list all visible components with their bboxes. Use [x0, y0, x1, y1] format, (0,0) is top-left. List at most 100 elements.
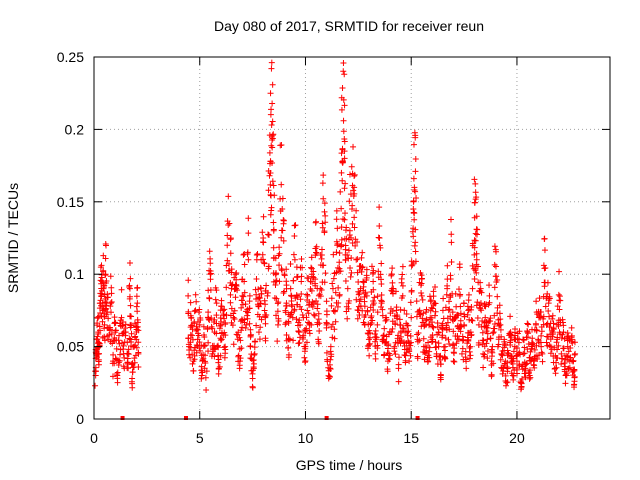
data-point-cloud [109, 373, 116, 380]
data-point-cloud [504, 379, 511, 386]
data-point-cloud [391, 345, 398, 352]
data-point-cloud [288, 297, 295, 304]
data-point-cloud [494, 293, 501, 300]
data-point-cloud [290, 277, 297, 284]
data-point-cloud [256, 336, 263, 343]
data-point-cloud [401, 307, 408, 314]
data-point-cloud [408, 287, 415, 294]
data-point [448, 239, 455, 246]
data-point-cloud [187, 299, 194, 306]
data-point-cloud [315, 310, 322, 317]
data-point-cloud [236, 362, 243, 369]
data-point-cloud [354, 315, 361, 322]
data-point-cloud [331, 326, 338, 333]
data-point-cloud [414, 338, 421, 345]
data-point [353, 256, 360, 263]
data-point-cloud [278, 181, 285, 188]
x-tick-label: 20 [509, 430, 525, 446]
data-point-cloud [570, 358, 577, 365]
data-point-cloud [259, 229, 266, 236]
data-point-cloud [285, 335, 292, 342]
data-point-cloud [265, 231, 272, 238]
data-point-cloud [374, 309, 381, 316]
data-point-cloud [320, 195, 327, 202]
data-point-cloud [489, 330, 496, 337]
data-point-cloud [394, 315, 401, 322]
data-point-cloud [189, 332, 196, 339]
data-point-cloud [103, 242, 110, 249]
data-point-cloud [191, 352, 198, 359]
data-point-cloud [473, 250, 480, 257]
data-point [499, 365, 506, 372]
data-point-cloud [437, 371, 444, 378]
data-point-cloud [101, 333, 108, 340]
data-point-cloud [532, 320, 539, 327]
data-point-cloud [518, 383, 525, 390]
data-point-cloud [254, 251, 261, 258]
data-point [213, 300, 220, 307]
data-point-cloud [502, 382, 509, 389]
data-point-cloud [399, 325, 406, 332]
data-point-cloud [322, 219, 329, 226]
data-point-cloud [380, 332, 387, 339]
data-point-cloud [213, 320, 220, 327]
data-point-cloud [282, 321, 289, 328]
data-point-cloud [249, 384, 256, 391]
data-point-cloud [108, 330, 115, 337]
data-point-cloud [234, 287, 241, 294]
data-point-cloud [457, 310, 464, 317]
data-point-cloud [280, 220, 287, 227]
data-point-cloud [351, 214, 358, 221]
data-point-cloud [554, 346, 561, 353]
data-point-cloud [377, 271, 384, 278]
data-point-cloud [397, 306, 404, 313]
data-point-cloud [308, 264, 315, 271]
data-point-cloud [330, 275, 337, 282]
data-point-cloud [383, 316, 390, 323]
data-point-cloud [498, 351, 505, 358]
data-point-cloud [253, 322, 260, 329]
data-point-cloud [423, 306, 430, 313]
data-point-cloud [412, 156, 419, 163]
data-point-cloud [524, 320, 531, 327]
data-point-cloud [224, 218, 231, 225]
data-point-cloud [432, 344, 439, 351]
data-point-cloud [497, 326, 504, 333]
data-point-cloud [366, 334, 373, 341]
data-point-cloud [429, 305, 436, 312]
data-point-cloud [375, 234, 382, 241]
data-point-cloud [569, 340, 576, 347]
data-point-cloud [540, 262, 547, 269]
data-point-cloud [517, 379, 524, 386]
data-point-cloud [348, 269, 355, 276]
data-point-cloud [239, 292, 246, 299]
data-point-cloud [193, 298, 200, 305]
data-point-cloud [508, 334, 515, 341]
data-point-cloud [413, 195, 420, 202]
data-point-cloud [309, 278, 316, 285]
data-point-cloud [135, 339, 142, 346]
data-point-cloud [553, 339, 560, 346]
data-point-cloud [246, 305, 253, 312]
data-point [338, 169, 345, 176]
data-point-cloud [227, 299, 234, 306]
data-point-cloud [410, 175, 417, 182]
data-point-cloud [102, 279, 109, 286]
data-point-cloud [193, 349, 200, 356]
axis-ticks [93, 56, 610, 420]
data-point-cloud [425, 352, 432, 359]
data-point-cloud [531, 346, 538, 353]
y-tick-label: 0 [76, 411, 84, 427]
data-point-cloud [389, 290, 396, 297]
data-point-cloud [348, 254, 355, 261]
data-point-cloud [357, 296, 364, 303]
data-point-cloud [442, 355, 449, 362]
data-point-cloud [443, 322, 450, 329]
data-point-cloud [507, 331, 514, 338]
data-point [572, 350, 579, 357]
data-point-cloud [562, 380, 569, 387]
data-point-cloud [556, 306, 563, 313]
data-point-cloud [131, 355, 138, 362]
data-point-cloud [275, 252, 282, 259]
data-point-cloud [185, 335, 192, 342]
